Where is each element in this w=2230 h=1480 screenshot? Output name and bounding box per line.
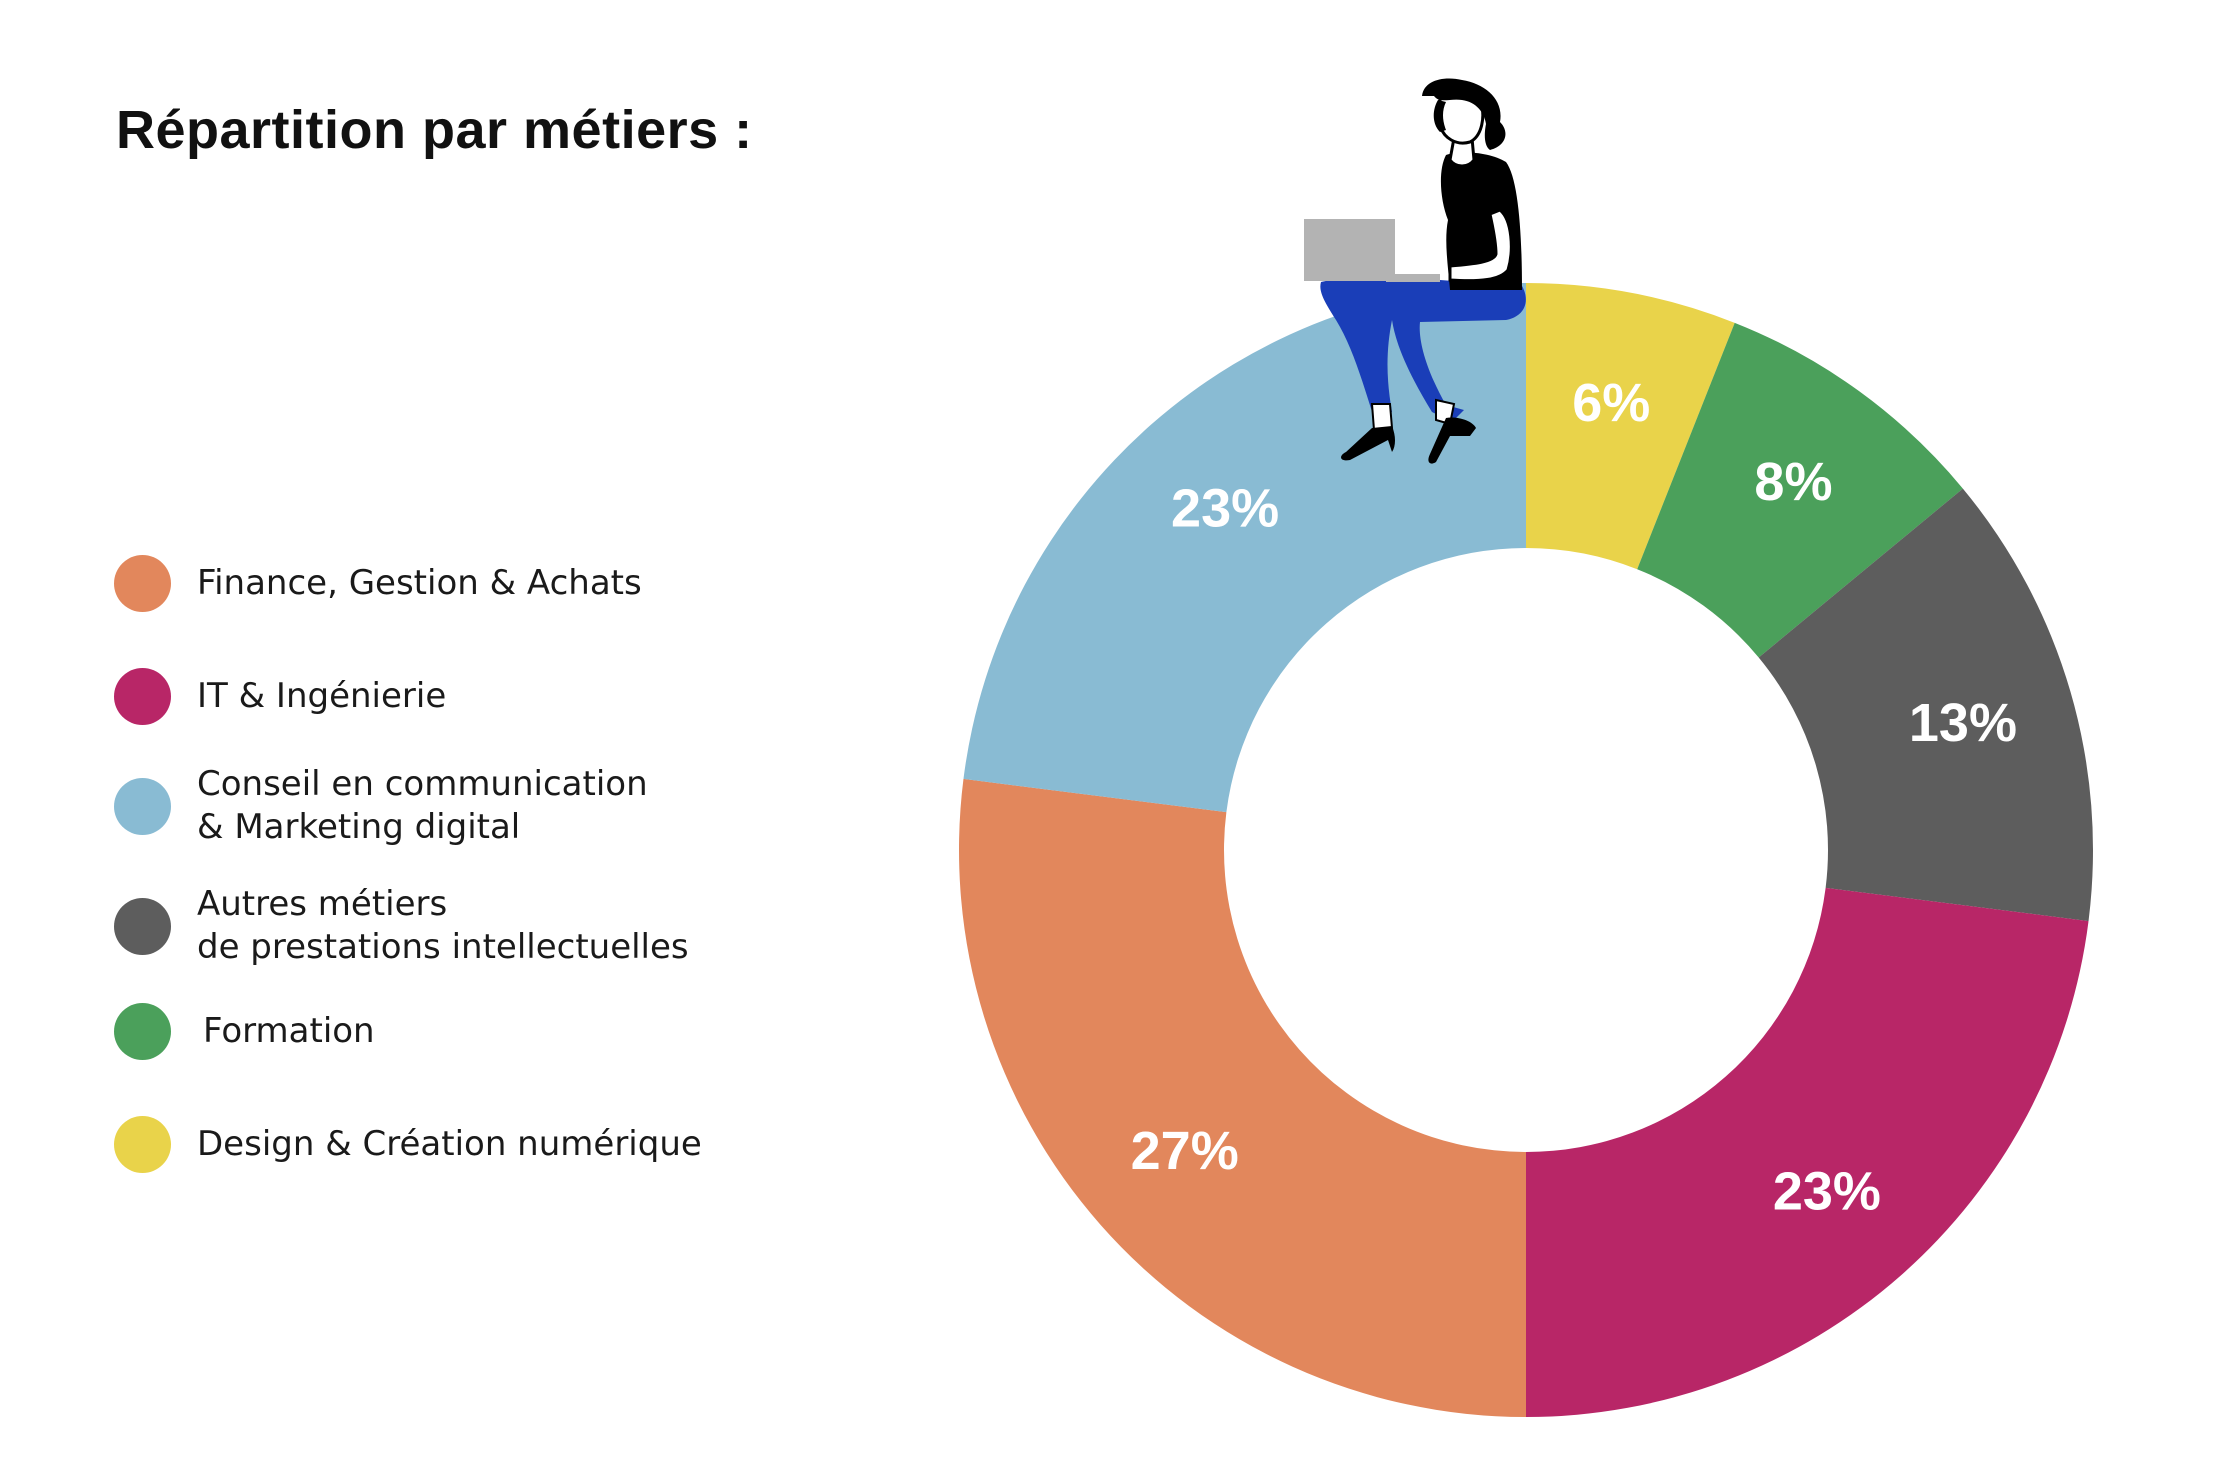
donut-slices [958,283,2093,1417]
legend-item-it: IT & Ingénierie [114,646,446,746]
chart-legend: Finance, Gestion & Achats IT & Ingénieri… [114,0,814,1480]
woman-with-laptop-icon [1304,78,1526,464]
legend-item-design: Design & Création numérique [114,1094,702,1194]
donut-slice-labels: 6% 8% 13% 23% 27% 23% [1131,373,2017,1221]
legend-label: Design & Création numérique [197,1123,702,1164]
legend-label: Formation [203,1010,375,1051]
laptop-screen-shape [1304,219,1395,281]
slice-value-label: 8% [1754,452,1832,512]
donut-slice [1758,488,2093,922]
hair-shape [1422,78,1506,150]
legend-item-conseil: Conseil en communication & Marketing dig… [114,756,648,856]
legend-label: Autres métiers de prestations intellectu… [197,884,689,967]
arm-shape [1448,208,1513,283]
legend-swatch [114,777,171,835]
slice-value-label: 27% [1131,1121,1239,1181]
slice-value-label: 23% [1773,1161,1881,1221]
slice-value-label: 23% [1171,479,1279,539]
donut-slice [1526,283,1735,570]
legend-swatch [114,554,171,612]
neck-shape [1448,136,1476,168]
legend-item-autres: Autres métiers de prestations intellectu… [114,876,689,976]
legend-swatch [114,1002,171,1060]
slice-value-label: 6% [1572,373,1650,433]
legend-label: IT & Ingénierie [197,675,447,716]
legend-swatch [114,667,171,725]
legend-swatch [114,897,171,955]
legend-item-finance: Finance, Gestion & Achats [114,533,642,633]
legend-label: Conseil en communication & Marketing dig… [197,764,648,847]
laptop-base-shape [1386,274,1440,282]
chart-title: Répartition par métiers : [116,100,753,160]
hair-shape [1433,100,1446,132]
legend-item-formation: Formation [114,981,375,1081]
legend-label: Finance, Gestion & Achats [197,562,642,603]
donut-slice [1526,887,2089,1417]
donut-slice [958,778,1526,1417]
trousers-shape [1320,278,1526,422]
shoe-shape [1428,417,1476,464]
donut-slice [1637,322,1963,658]
ankle-shape [1370,403,1394,432]
slice-value-label: 13% [1909,693,2017,753]
legend-swatch [114,1115,171,1173]
shoe-shape [1341,426,1395,461]
donut-slice [963,283,1526,813]
